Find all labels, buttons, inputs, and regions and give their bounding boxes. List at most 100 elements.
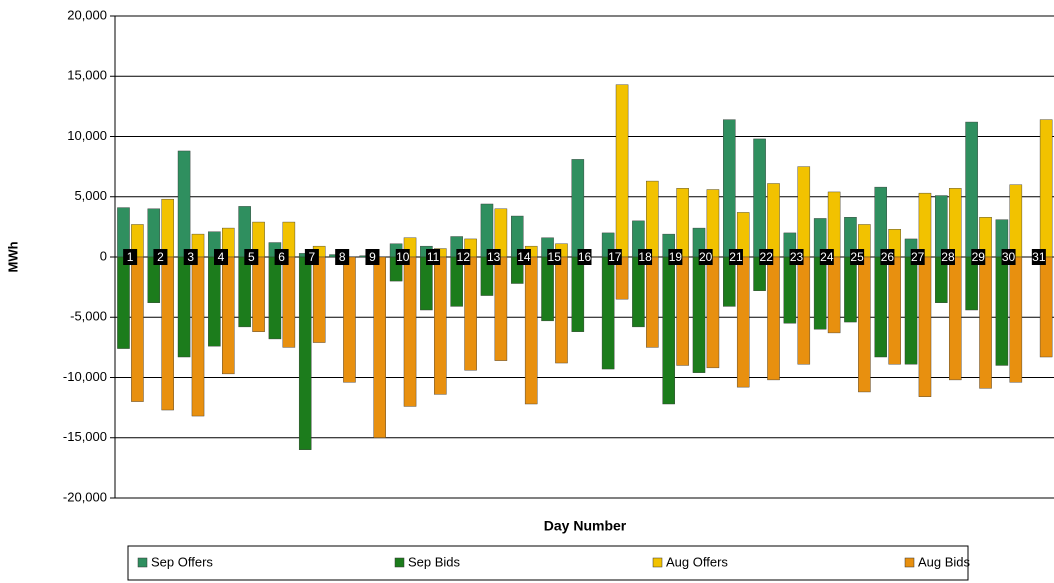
y-tick-label: -15,000	[63, 429, 107, 444]
bar	[858, 256, 871, 393]
bar	[601, 256, 615, 370]
x-tick-label: 9	[369, 250, 376, 264]
bar	[874, 186, 887, 258]
x-tick-label: 3	[187, 250, 194, 264]
y-tick-label: 10,000	[67, 128, 107, 143]
bar	[692, 256, 706, 373]
bar	[827, 256, 841, 334]
category-label-bg	[638, 249, 653, 265]
x-tick-label: 1	[127, 250, 134, 264]
y-tick-label: 0	[100, 248, 107, 263]
bar	[948, 256, 962, 381]
bar	[706, 256, 720, 369]
bar	[918, 256, 932, 397]
x-tick-label: 30	[1002, 250, 1016, 264]
x-tick-label: 17	[608, 250, 622, 264]
x-tick-label: 16	[578, 250, 592, 264]
bar	[161, 198, 174, 258]
category-label-bg	[516, 249, 531, 265]
bar	[753, 138, 766, 258]
bar	[252, 256, 265, 332]
x-tick-label: 21	[729, 250, 743, 264]
bar	[403, 256, 417, 407]
bar	[767, 256, 780, 381]
category-label-bg	[304, 249, 319, 265]
category-label-bg	[1031, 249, 1046, 265]
bar	[238, 256, 251, 328]
category-label-bg	[426, 249, 441, 265]
bar	[706, 189, 720, 258]
x-axis-title: Day Number	[544, 518, 627, 534]
category-label-bg	[698, 249, 713, 265]
bar	[662, 256, 675, 405]
x-tick-label: 20	[699, 250, 713, 264]
category-label-bg	[274, 249, 289, 265]
x-tick-label: 28	[941, 250, 955, 264]
bar	[1039, 119, 1053, 258]
x-tick-label: 14	[517, 250, 531, 264]
category-label-bg	[577, 249, 592, 265]
bar	[298, 256, 312, 451]
y-tick-label: 15,000	[67, 68, 107, 83]
category-label-bg	[335, 249, 350, 265]
bar	[343, 256, 356, 383]
category-label-bg	[668, 249, 683, 265]
category-label-bg	[395, 249, 410, 265]
bar	[434, 256, 447, 395]
category-label-bg	[880, 249, 895, 265]
bar	[813, 256, 827, 330]
category-label-bg	[850, 249, 865, 265]
category-label-bg	[940, 249, 955, 265]
bar	[995, 256, 1009, 366]
x-tick-label: 15	[548, 250, 562, 264]
bar	[676, 256, 689, 366]
bar	[177, 256, 191, 358]
legend-label: Sep Bids	[408, 554, 461, 569]
y-tick-label: -5,000	[70, 309, 107, 324]
bar	[948, 188, 962, 258]
category-label-bg	[244, 249, 259, 265]
bar	[571, 159, 585, 258]
bar	[555, 256, 568, 364]
bar	[494, 256, 508, 361]
bar	[177, 150, 191, 258]
x-tick-label: 31	[1032, 250, 1046, 264]
x-tick-label: 2	[157, 250, 164, 264]
bar	[797, 256, 811, 365]
category-label-bg	[759, 249, 774, 265]
legend-swatch	[652, 557, 663, 568]
category-label-bg	[728, 249, 743, 265]
category-label-bg	[183, 249, 198, 265]
bar	[827, 191, 841, 258]
y-tick-label: -10,000	[63, 369, 107, 384]
category-label-bg	[971, 249, 986, 265]
category-label-bg	[789, 249, 804, 265]
category-label-bg	[1001, 249, 1016, 265]
x-tick-label: 7	[309, 250, 316, 264]
bar	[874, 256, 887, 358]
x-tick-label: 27	[911, 250, 925, 264]
bar	[161, 256, 174, 411]
bar	[1039, 256, 1053, 358]
bar	[312, 256, 326, 343]
bar	[646, 256, 659, 348]
bar	[767, 183, 780, 258]
category-label-bg	[819, 249, 834, 265]
legend-box	[127, 545, 969, 581]
bar	[208, 256, 221, 347]
x-tick-label: 24	[820, 250, 834, 264]
bar	[723, 119, 736, 258]
bar	[615, 256, 629, 300]
bar	[632, 256, 645, 328]
legend-label: Sep Offers	[151, 554, 213, 569]
bar	[373, 256, 386, 438]
x-tick-label: 11	[427, 250, 440, 264]
bar	[117, 256, 130, 349]
bar	[131, 256, 144, 402]
x-tick-label: 4	[218, 250, 225, 264]
bar	[736, 256, 750, 388]
y-tick-label: 5,000	[74, 188, 107, 203]
bar	[676, 188, 689, 258]
